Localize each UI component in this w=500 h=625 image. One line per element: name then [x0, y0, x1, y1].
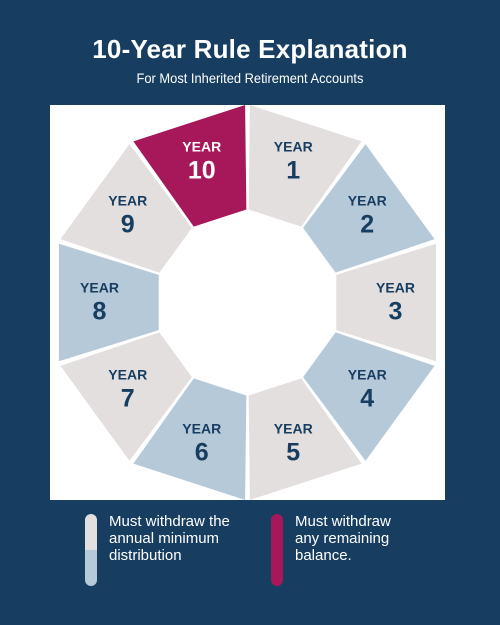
wheel-segment-2-number: 2 [360, 211, 374, 239]
wheel-segment-10-prefix: YEAR [182, 139, 221, 155]
wheel-segment-5-prefix: YEAR [274, 420, 313, 436]
wheel-segment-9-prefix: YEAR [108, 193, 147, 209]
wheel-segment-8-prefix: YEAR [80, 280, 119, 296]
legend-swatch-light [85, 514, 97, 550]
wheel-segment-3 [336, 243, 437, 362]
wheel-segment-4 [303, 332, 435, 461]
wheel-segment-7 [60, 332, 192, 461]
wheel-segment-1-prefix: YEAR [274, 139, 313, 155]
legend-text-annual: Must withdraw the annual minimum distrib… [109, 513, 230, 564]
wheel-segment-1 [248, 105, 362, 227]
wheel-segment-2 [303, 144, 435, 273]
legend-annual-line-2: annual minimum [109, 530, 220, 547]
wheel-segment-1-number: 1 [286, 157, 300, 185]
wheel-segment-5 [248, 378, 362, 500]
wheel-segment-6-prefix: YEAR [182, 420, 221, 436]
legend-remaining-balance: Must withdraw any remaining balance. [271, 513, 446, 590]
wheel-segment-3-number: 3 [389, 298, 403, 326]
legend-swatch-annual [85, 514, 97, 586]
legend-remaining-line-3: balance. [295, 547, 352, 564]
wheel-panel: YEAR 1 YEAR 2 YEAR 3 YEAR 4 YEAR 5 YEAR 6 YEAR 7 YEAR 8… [50, 105, 445, 500]
legend-remaining-line-1: Must withdraw [295, 513, 391, 530]
legend-text-remaining: Must withdraw any remaining balance. [295, 513, 391, 564]
wheel-segment-2-prefix: YEAR [348, 193, 387, 209]
wheel-segment-9-number: 9 [121, 211, 135, 239]
legend-remaining-line-2: any remaining [295, 530, 390, 547]
wheel-segment-8 [58, 243, 159, 362]
legend-swatch-red [271, 514, 283, 586]
wheel-segment-4-prefix: YEAR [348, 366, 387, 382]
page-title: 10-Year Rule Explanation [92, 34, 408, 64]
page-subtitle: For Most Inherited Retirement Accounts [136, 70, 364, 86]
wheel-segment-7-number: 7 [121, 384, 135, 412]
legend-annual-line-1: Must withdraw the [109, 513, 230, 530]
wheel-segment-10 [133, 105, 247, 227]
wheel-segment-10-number: 10 [188, 157, 216, 185]
legend-annual-minimum: Must withdraw the annual minimum distrib… [85, 513, 260, 590]
legend-swatch-blue [85, 550, 97, 586]
wheel-segment-5-number: 5 [286, 438, 300, 466]
wheel-segment-9 [60, 144, 192, 273]
wheel-segment-3-prefix: YEAR [376, 280, 415, 296]
legend-annual-line-3: distribution [109, 547, 182, 564]
wheel-segment-6-number: 6 [195, 438, 209, 466]
year-wheel: YEAR 1 YEAR 2 YEAR 3 YEAR 4 YEAR 5 YEAR 6 YEAR 7 YEAR 8… [58, 105, 437, 500]
wheel-segment-6 [133, 378, 247, 500]
wheel-segment-4-number: 4 [360, 384, 374, 412]
wheel-segment-7-prefix: YEAR [108, 366, 147, 382]
wheel-segment-8-number: 8 [93, 298, 107, 326]
